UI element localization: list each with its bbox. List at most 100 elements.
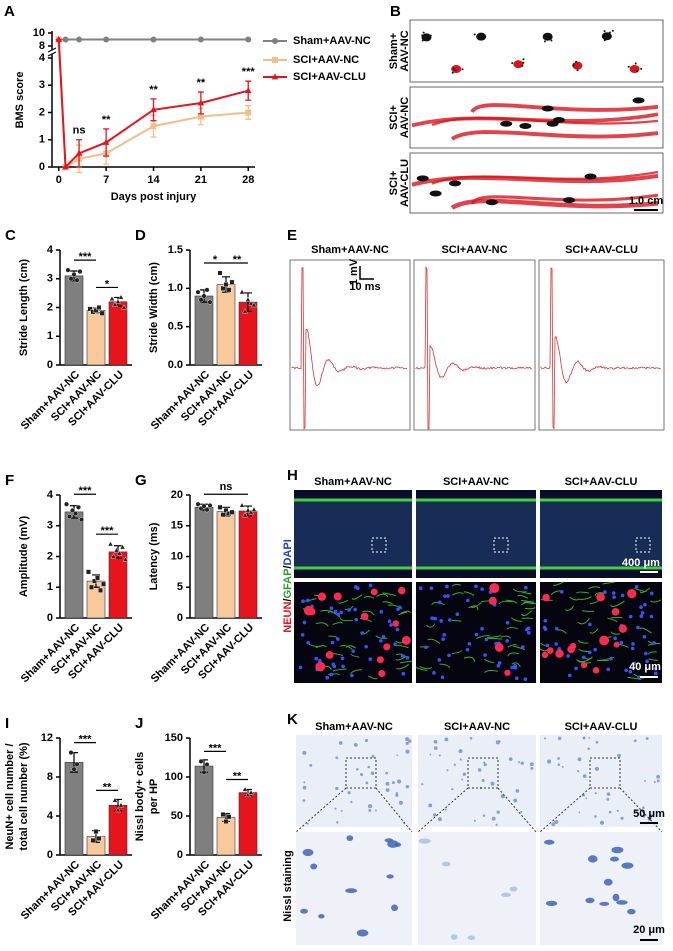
- marker: [251, 506, 257, 512]
- dapi-nucleus: [554, 642, 558, 646]
- significance: ***: [79, 734, 93, 746]
- marker: [122, 556, 129, 562]
- nissl-cell: [477, 768, 482, 772]
- emg-trace: [540, 267, 662, 430]
- gfap-fiber: [382, 592, 397, 597]
- y-tick-label: 0: [47, 359, 53, 371]
- nissl-cell: [495, 823, 498, 826]
- marker: [150, 106, 157, 113]
- nissl-cell: [578, 811, 581, 814]
- marker: [74, 277, 80, 283]
- paw-print: [429, 190, 442, 197]
- gfap-fiber: [488, 637, 503, 640]
- gfap-fiber: [376, 593, 389, 598]
- nissl-cell: [645, 737, 649, 740]
- nissl-image: [418, 735, 536, 827]
- dapi-nucleus: [645, 659, 649, 664]
- nissl-cell: [433, 739, 438, 744]
- nissl-image: [540, 832, 662, 945]
- drag-trace: [431, 116, 659, 127]
- gfap-fiber: [398, 611, 407, 616]
- panel-label: H: [287, 467, 298, 484]
- column-header: SCI+AAV-CLU: [565, 721, 638, 733]
- y-axis-title: Latency (ms): [148, 522, 160, 590]
- significance: ***: [79, 251, 93, 263]
- marker: [63, 501, 69, 507]
- paw-dot: [603, 30, 606, 33]
- paw-dot: [550, 39, 553, 42]
- neun-cell: [542, 593, 550, 602]
- dapi-nucleus: [356, 586, 360, 591]
- gfap-fiber: [332, 668, 347, 672]
- row-label: SCI+: [388, 171, 400, 196]
- dapi-nucleus: [554, 626, 559, 631]
- dapi-nucleus: [639, 605, 643, 610]
- y-tick-label: 0.5: [168, 321, 183, 333]
- dapi-nucleus: [368, 583, 373, 588]
- nissl-cell: [458, 749, 463, 754]
- dapi-nucleus: [301, 599, 305, 604]
- nissl-cell: [461, 778, 464, 781]
- nissl-neuron: [501, 892, 511, 897]
- neun-cell: [315, 661, 326, 672]
- nissl-cell: [405, 741, 409, 745]
- nissl-cell: [385, 781, 390, 786]
- nissl-cell: [642, 806, 645, 809]
- zoom-line: [417, 787, 469, 833]
- gfap-fiber: [375, 635, 388, 639]
- marker: [119, 544, 126, 550]
- gfap-fiber: [470, 602, 482, 608]
- y-tick-label: 2: [47, 550, 53, 562]
- neun-cell: [489, 583, 500, 594]
- bar: [194, 295, 214, 366]
- nissl-cell: [306, 822, 309, 825]
- marker: [65, 267, 71, 273]
- marker: [68, 750, 74, 756]
- dapi-nucleus: [340, 656, 345, 661]
- nissl-image: [296, 832, 412, 945]
- y-tick-label: 4: [47, 810, 54, 822]
- nissl-cell: [483, 761, 486, 764]
- neun-cell: [401, 635, 411, 645]
- paw-print: [416, 175, 429, 182]
- dapi-nucleus: [484, 637, 489, 642]
- gfap-fiber: [399, 660, 413, 664]
- tissue: [416, 500, 536, 568]
- neun-cell: [392, 620, 400, 627]
- paw-print: [632, 97, 645, 104]
- neun-cell: [488, 596, 497, 605]
- stain-name: NEUN: [282, 602, 294, 633]
- legend-label: SCI+AAV-NC: [293, 54, 359, 66]
- marker: [71, 766, 77, 772]
- dapi-nucleus: [587, 650, 592, 655]
- bar: [108, 804, 128, 856]
- nissl-cell: [481, 779, 485, 783]
- footprint-image: [409, 19, 664, 83]
- dapi-nucleus: [628, 614, 633, 619]
- gfap-fiber: [451, 619, 462, 622]
- gfap-fiber: [512, 588, 527, 593]
- nissl-neuron: [621, 862, 634, 869]
- nissl-cell: [588, 737, 591, 739]
- paw-dot: [452, 67, 455, 70]
- scale-bar-label: 40 μm: [629, 661, 661, 673]
- gfap-fiber: [451, 583, 462, 587]
- dapi-nucleus: [442, 633, 447, 637]
- nissl-cell: [371, 754, 375, 758]
- nissl-cell: [496, 810, 500, 814]
- gfap-fiber: [483, 658, 495, 664]
- nissl-cell: [547, 759, 552, 764]
- gfap-fiber: [507, 652, 520, 657]
- nissl-cell: [577, 757, 582, 762]
- paw-dot: [636, 70, 639, 73]
- nissl-cell: [483, 763, 487, 767]
- nissl-cell: [421, 783, 424, 786]
- y-axis-title: Stride Width (cm): [148, 262, 160, 353]
- nissl-neuron: [395, 842, 402, 847]
- nissl-cell: [577, 769, 580, 773]
- zoom-line: [497, 787, 537, 833]
- panel-label: I: [5, 715, 9, 732]
- dapi-nucleus: [396, 607, 400, 612]
- x-tick-label: 21: [195, 174, 207, 186]
- marker: [69, 507, 75, 513]
